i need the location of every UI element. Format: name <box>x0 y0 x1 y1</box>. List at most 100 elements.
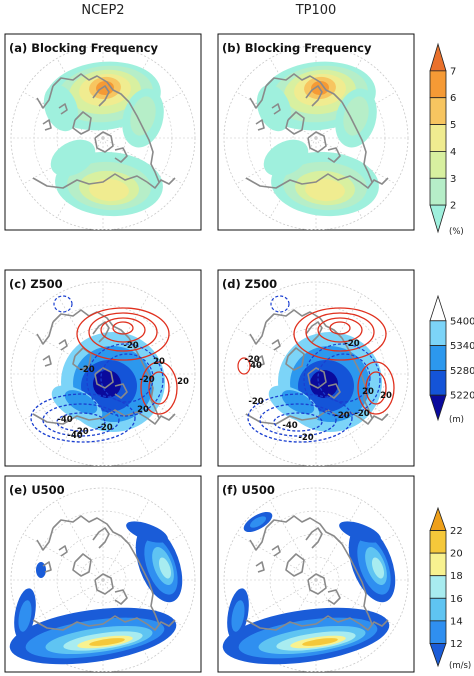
colorbar-segment <box>429 530 447 554</box>
coastline <box>42 355 52 367</box>
coastline <box>359 413 389 425</box>
contour-label: -20 <box>123 341 138 351</box>
coastline <box>52 73 130 103</box>
blocking-atlantic-arm-inner <box>343 96 369 136</box>
contour-label: -20 <box>334 411 349 421</box>
colorbar-tick-label: 3 <box>450 174 456 185</box>
latitude-circle <box>10 45 196 230</box>
coastline <box>72 347 92 371</box>
contour-label: -20 <box>244 355 259 365</box>
panel-d-title: (d) Z500 <box>222 277 277 291</box>
coastline <box>271 339 281 351</box>
blocking-left-arm <box>43 84 79 132</box>
contour-label: 40 <box>250 361 262 371</box>
coastline <box>72 553 92 577</box>
meridian-line <box>56 294 104 375</box>
coastline <box>245 409 361 425</box>
colorbar-unit: (m/s) <box>449 661 471 671</box>
coastline <box>32 173 148 189</box>
z500-negative-contour <box>30 393 136 443</box>
colorbar-tick-label: 5280 <box>450 366 474 377</box>
colorbar-tick-label: 6 <box>450 93 456 104</box>
colorbar-tick-label: 7 <box>450 66 456 77</box>
z500-positive-contour <box>237 357 251 375</box>
contour-label: -40 <box>57 415 72 425</box>
coastline <box>42 119 52 131</box>
colorbar-u500: 22 20 18 16 14 12 (m/s) <box>429 506 471 671</box>
colorbar-cap-bottom <box>429 643 447 668</box>
latitude-circle <box>223 45 409 230</box>
latitude-circle <box>223 487 409 672</box>
z500-positive-contour <box>76 307 170 361</box>
coastline <box>359 619 389 631</box>
u500-jet-tail-inner <box>18 600 32 632</box>
colorbar-tick-label: 5220 <box>450 391 474 402</box>
z500-positive-contour <box>357 361 395 415</box>
colorbar-segment <box>429 151 447 179</box>
coastline <box>341 543 373 625</box>
panel-e-title: (e) U500 <box>9 483 65 497</box>
coastline <box>307 573 327 595</box>
latitude-circle <box>10 487 196 672</box>
z500-positive-contour <box>88 312 158 352</box>
meridian-line <box>56 500 104 581</box>
contour-label: -20 <box>79 365 94 375</box>
colorbar-z500: 5400 5340 5280 5220 (m) <box>429 294 474 425</box>
panel-e-map <box>9 487 196 672</box>
colorbar-segment <box>429 124 447 152</box>
colorbar-cap-bottom <box>429 394 447 422</box>
z500-fill-5220 <box>93 370 121 398</box>
z500-negative-contour <box>303 343 381 417</box>
colorbar-cap-top <box>429 506 447 531</box>
coastline <box>52 515 130 545</box>
u500-atlantic-jet-level-5 <box>302 638 338 646</box>
contour-label: -40 <box>67 431 82 441</box>
z500-positive-contour <box>305 312 375 352</box>
contour-label: 20 <box>137 405 149 415</box>
coastline <box>92 85 110 107</box>
colorbar-cap-bottom <box>429 204 447 234</box>
u500-small-jet-inner <box>249 516 267 528</box>
coastline <box>307 131 327 153</box>
contour-label: 20 <box>177 377 189 387</box>
u500-pacific-jet-level-3 <box>158 557 172 579</box>
colorbar-cap-top <box>429 42 447 72</box>
coastline <box>285 347 305 371</box>
coastline <box>249 321 267 345</box>
coastline <box>285 111 305 135</box>
z500-positive-contour <box>148 371 170 405</box>
colorbar-segment <box>429 575 447 599</box>
colorbar-tick-label: 20 <box>450 549 463 560</box>
panel-c-title: (c) Z500 <box>9 277 63 291</box>
z500-positive-contour <box>140 361 178 415</box>
panel-b-map <box>223 45 409 230</box>
coastline <box>146 177 176 189</box>
contour-label: -20 <box>298 433 313 443</box>
latitude-circle <box>223 281 409 466</box>
coastline <box>271 545 281 557</box>
colorbar-segment <box>429 620 447 644</box>
z500-negative-contour <box>270 295 290 313</box>
colorbar-segment <box>429 552 447 577</box>
z500-negative-contour <box>56 412 106 432</box>
z500-positive-contour <box>329 321 351 335</box>
meridian-line <box>236 533 317 581</box>
colorbar-tick-label: 2 <box>450 201 456 212</box>
coastline <box>327 589 341 605</box>
colorbar-segment <box>429 320 447 346</box>
coastline <box>42 561 52 573</box>
meridian-line <box>23 327 104 375</box>
colorbar-unit: (m) <box>449 415 464 425</box>
contour-label: 20 <box>380 391 392 401</box>
panel-a-title: (a) Blocking Frequency <box>9 41 159 55</box>
coastline <box>128 337 160 419</box>
blocking-pacific-arm <box>263 139 309 177</box>
coastline <box>94 573 114 595</box>
coastline <box>327 147 341 163</box>
coastline <box>255 119 265 131</box>
latitude-circle <box>10 281 196 466</box>
z500-positive-contour <box>100 317 146 343</box>
coastline <box>255 355 265 367</box>
